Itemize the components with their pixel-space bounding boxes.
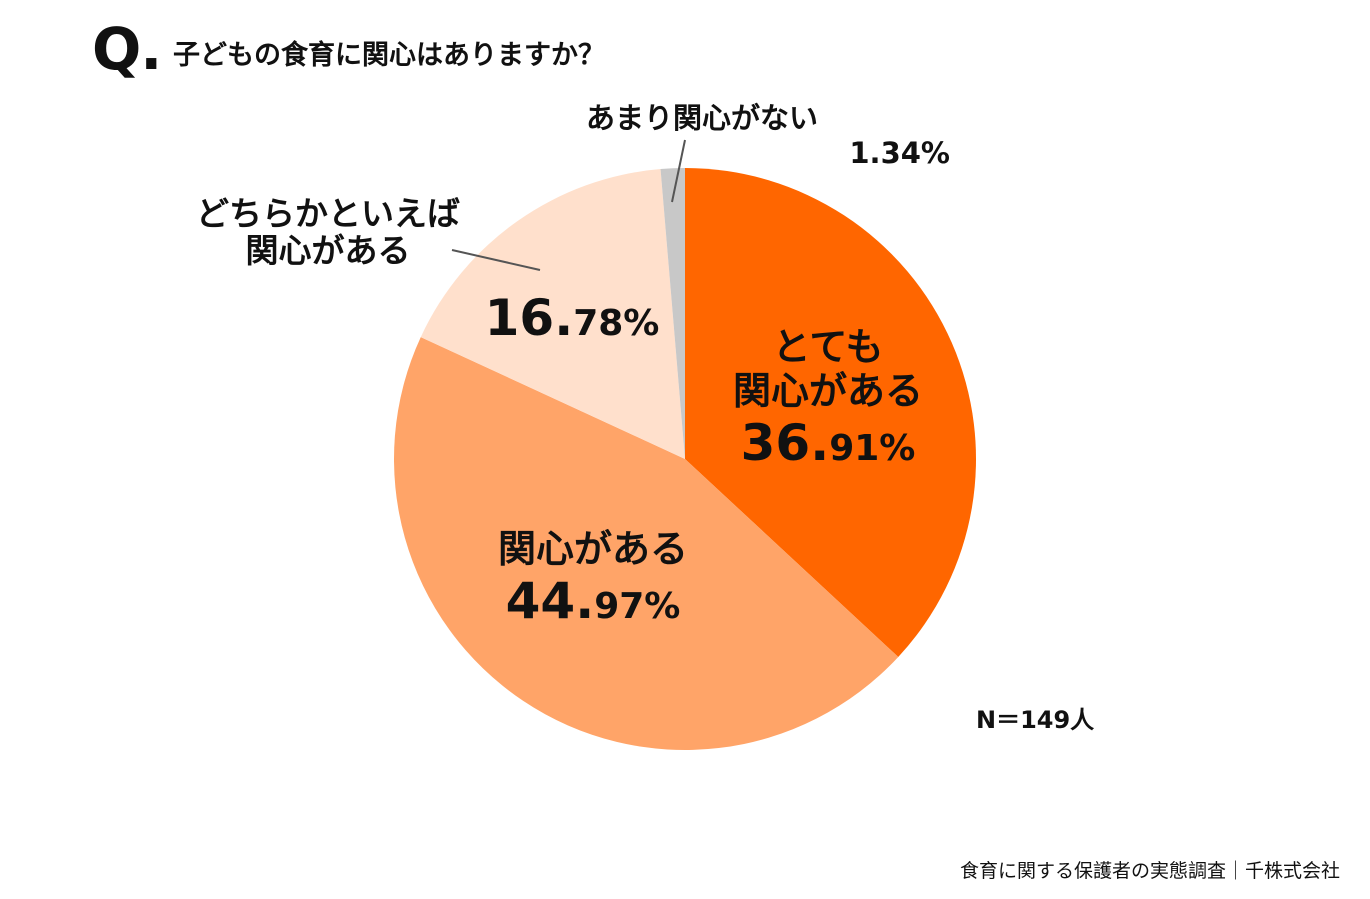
slice-label-somewhat-interested: どちらかといえば bbox=[196, 194, 460, 233]
pie-slice-interested bbox=[394, 337, 899, 750]
slice-percent-somewhat-interested: 16.78% bbox=[485, 289, 660, 347]
pie-slice-very-interested bbox=[685, 168, 976, 658]
source-credit: 食育に関する保護者の実態調査｜千株式会社 bbox=[959, 860, 1340, 882]
slice-percent-decimal: 78% bbox=[573, 303, 659, 344]
slice-percent-integer: 1. bbox=[849, 136, 880, 170]
slice-percent-interested: 44.97% bbox=[506, 572, 681, 630]
slice-percent-integer: 36. bbox=[741, 414, 830, 472]
question-title: 子どもの食育に関心はありますか？ bbox=[173, 40, 605, 71]
leader-line-somewhat-interested bbox=[451, 249, 541, 271]
sample-size-label: N＝149人 bbox=[976, 706, 1095, 734]
slice-label-interested: 関心がある bbox=[498, 527, 688, 571]
slice-percent-integer: 44. bbox=[506, 572, 595, 630]
slice-percent-very-interested: 36.91% bbox=[741, 414, 916, 472]
slice-percent-decimal: 34% bbox=[881, 136, 950, 170]
slice-percent-integer: 16. bbox=[485, 289, 574, 347]
slice-percent-decimal: 97% bbox=[594, 586, 680, 627]
slice-label-very-interested: 関心がある bbox=[733, 369, 923, 413]
slice-label-not-very-interested: あまり関心がない bbox=[586, 101, 818, 135]
slice-percent-not-very-interested: 1.34% bbox=[849, 136, 950, 170]
question-mark-label: Q. bbox=[92, 15, 162, 83]
leader-line-not-very-interested bbox=[671, 139, 686, 203]
slice-percent-decimal: 91% bbox=[829, 428, 915, 469]
pie-slice-somewhat-interested bbox=[420, 169, 685, 459]
slice-label-somewhat-interested: 関心がある bbox=[246, 231, 411, 270]
pie-slice-not-very-interested bbox=[660, 168, 685, 459]
slice-label-very-interested: とても bbox=[773, 325, 884, 369]
